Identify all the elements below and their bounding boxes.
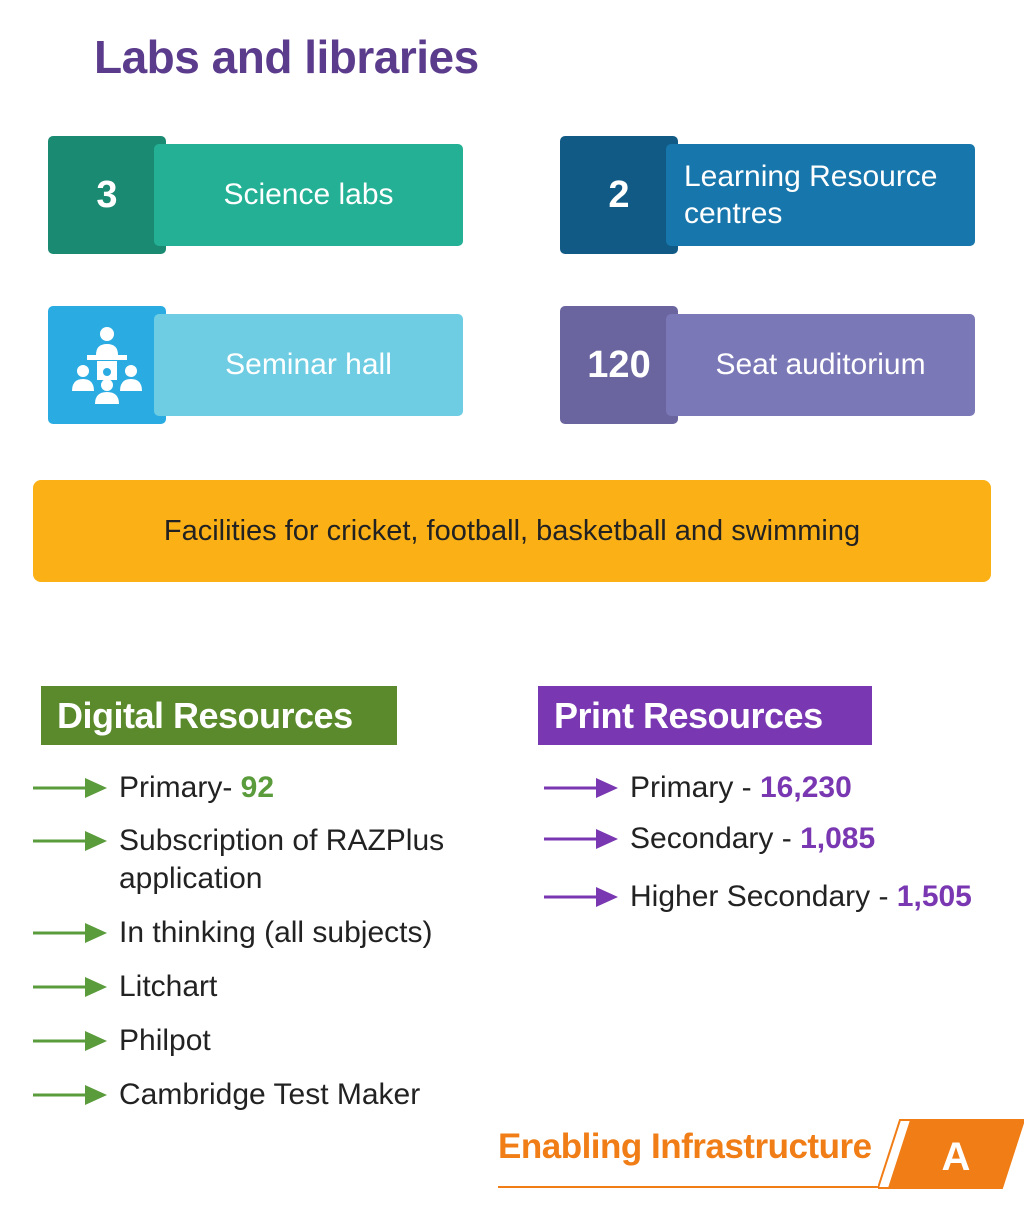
- print-resources-heading: Print Resources: [538, 686, 872, 745]
- item-text: Secondary -: [630, 822, 801, 855]
- footer-underline: [498, 1186, 880, 1188]
- arrow-right-icon: [33, 831, 107, 851]
- list-item: Subscription of RAZPlus application: [33, 822, 479, 898]
- item-text: In thinking (all subjects): [119, 916, 433, 949]
- item-text: Cambridge Test Maker: [119, 1078, 421, 1111]
- item-value: 92: [240, 771, 275, 804]
- footer-section-label: Enabling Infrastructure: [498, 1127, 872, 1166]
- list-item: Litchart: [33, 968, 217, 1006]
- item-value: 1,505: [896, 880, 972, 913]
- fact-number: 3: [48, 136, 166, 254]
- arrow-right-icon: [33, 1031, 107, 1051]
- item-text: Subscription of RAZPlus application: [119, 824, 445, 895]
- arrow-right-icon: [33, 977, 107, 997]
- seminar-presenter-icon: [48, 306, 166, 424]
- arrow-right-icon: [544, 829, 618, 849]
- item-value: 1,085: [800, 822, 876, 855]
- section-badge: A: [878, 1119, 1024, 1189]
- list-item: Secondary - 1,085: [544, 820, 875, 858]
- item-text: Primary-: [119, 771, 241, 804]
- section-badge-letter: A: [942, 1135, 971, 1179]
- fact-card-seminar-hall: Seminar hall: [48, 306, 463, 424]
- arrow-right-icon: [33, 1085, 107, 1105]
- list-item: Primary- 92: [33, 769, 274, 807]
- item-text: Primary -: [630, 771, 760, 804]
- fact-card-seat-auditorium: 120 Seat auditorium: [560, 306, 975, 424]
- fact-label: Seat auditorium: [666, 314, 975, 416]
- digital-resources-heading: Digital Resources: [41, 686, 397, 745]
- item-text: Litchart: [119, 970, 218, 1003]
- fact-label: Science labs: [154, 144, 463, 246]
- item-text: Higher Secondary -: [630, 880, 897, 913]
- arrow-right-icon: [544, 778, 618, 798]
- fact-card-science-labs: 3 Science labs: [48, 136, 463, 254]
- list-item: Cambridge Test Maker: [33, 1076, 420, 1114]
- arrow-right-icon: [33, 778, 107, 798]
- list-item: Philpot: [33, 1022, 211, 1060]
- list-item: In thinking (all subjects): [33, 914, 432, 952]
- arrow-right-icon: [33, 923, 107, 943]
- fact-number: 120: [560, 306, 678, 424]
- list-item: Primary - 16,230: [544, 769, 852, 807]
- list-item: Higher Secondary - 1,505: [544, 878, 972, 916]
- facilities-banner: Facilities for cricket, football, basket…: [33, 480, 991, 582]
- fact-label: Seminar hall: [154, 314, 463, 416]
- fact-number: 2: [560, 136, 678, 254]
- page-title: Labs and libraries: [94, 31, 479, 83]
- arrow-right-icon: [544, 887, 618, 907]
- fact-card-learning-resource-centres: 2 Learning Resource centres: [560, 136, 975, 254]
- item-text: Philpot: [119, 1024, 211, 1057]
- item-value: 16,230: [760, 771, 852, 804]
- fact-label: Learning Resource centres: [666, 144, 975, 246]
